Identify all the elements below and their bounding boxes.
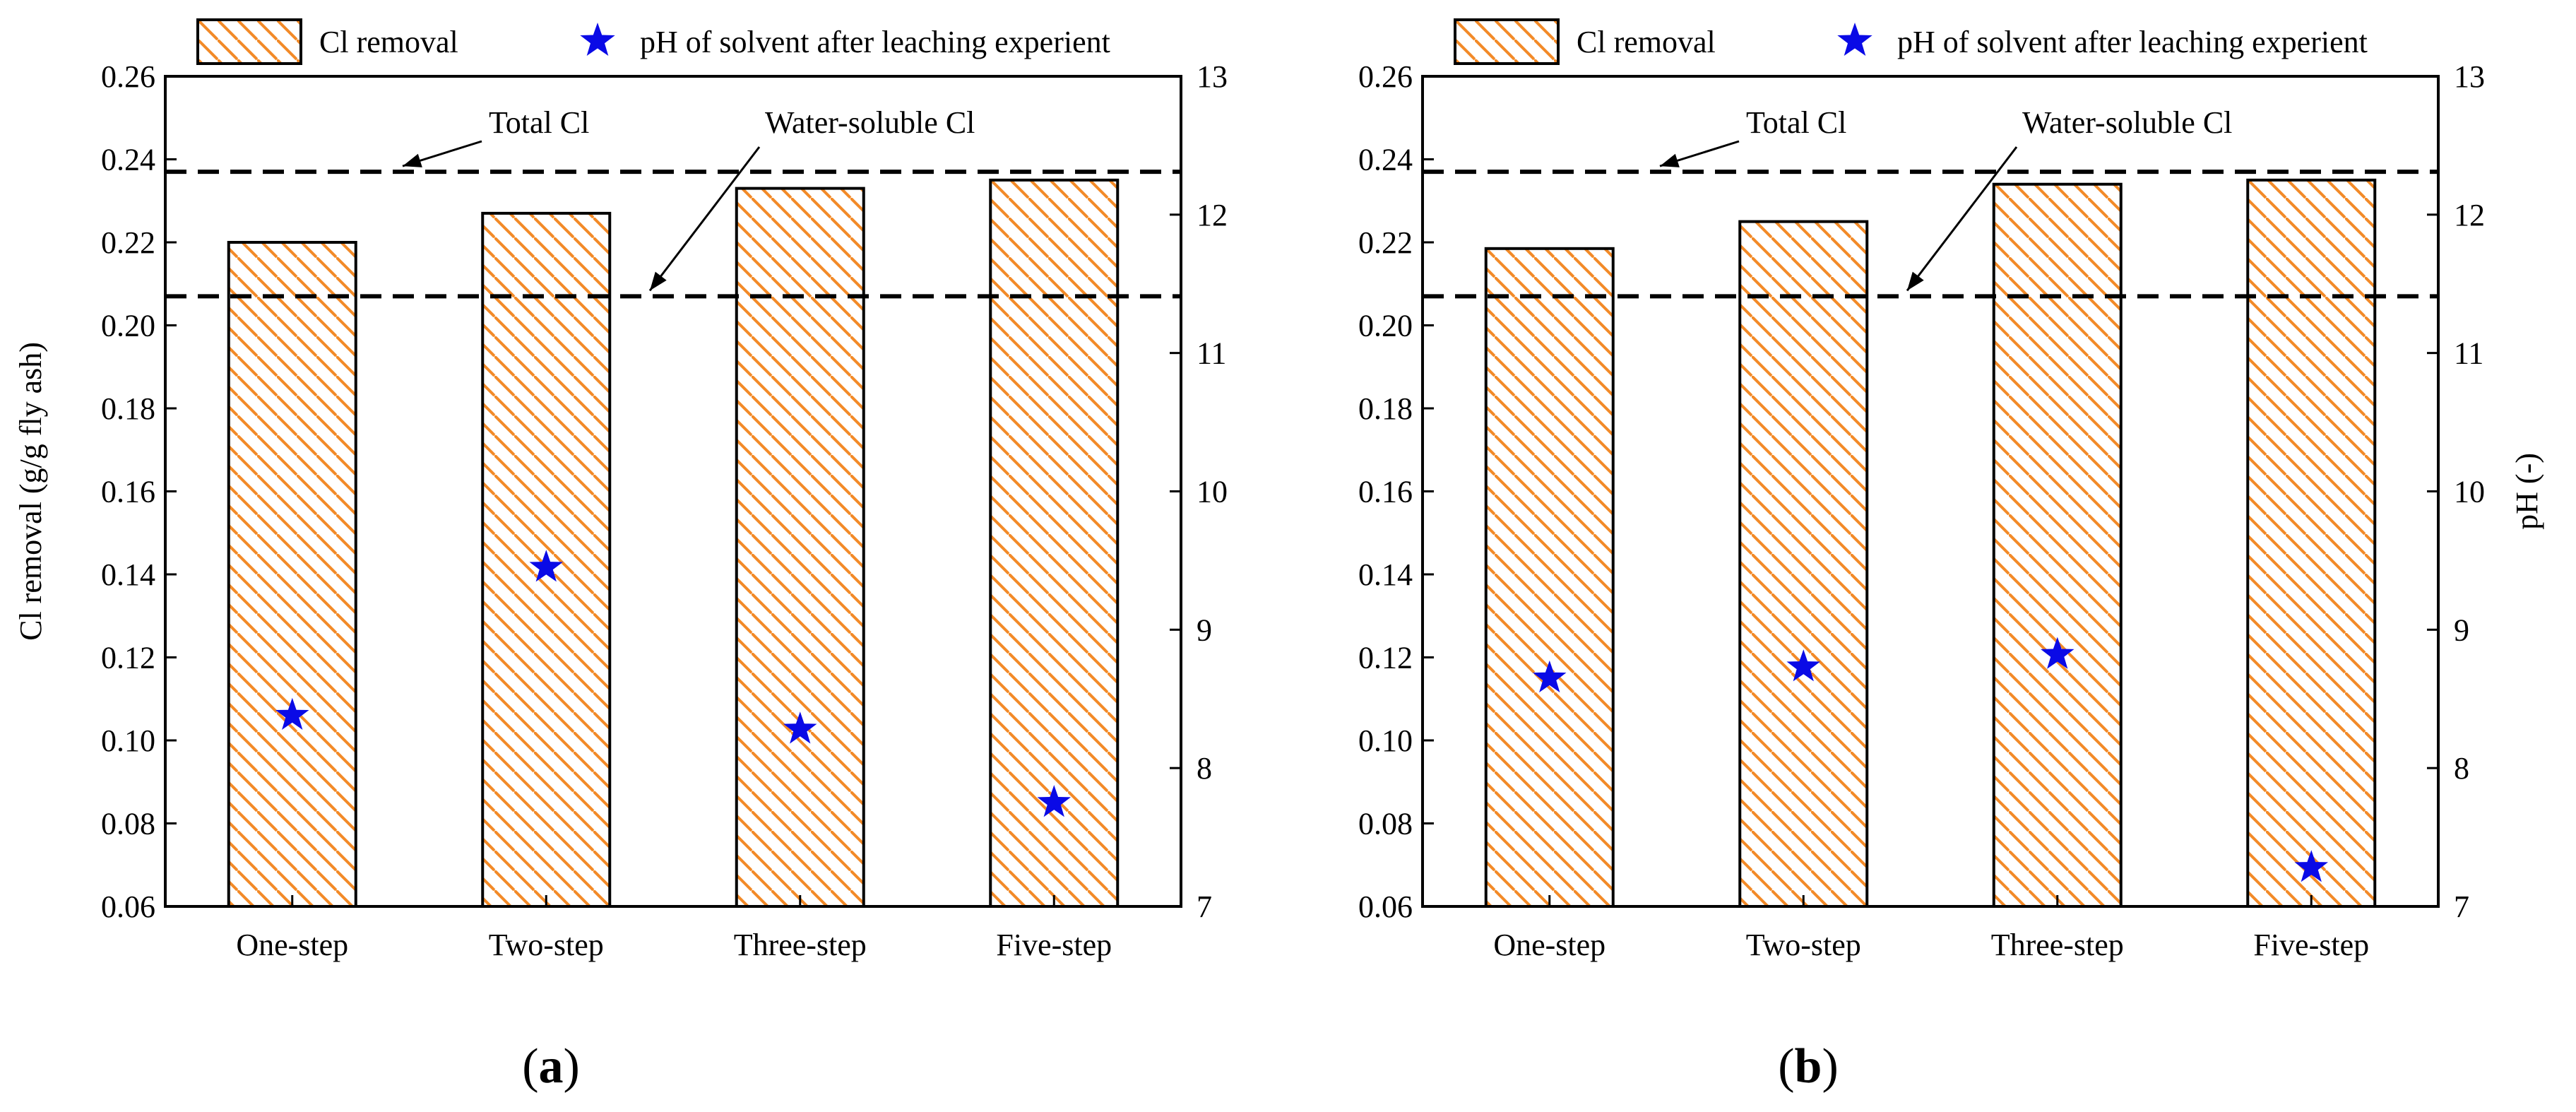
x-tick-label: One-step xyxy=(236,928,348,962)
left-tick-label: 0.12 xyxy=(1358,641,1413,675)
ph-marker xyxy=(529,550,563,582)
bar xyxy=(1484,247,1615,908)
left-tick-label: 0.14 xyxy=(101,557,155,592)
left-tick-label: 0.24 xyxy=(101,143,155,177)
left-tick-label: 0.16 xyxy=(1358,475,1413,509)
left-tick-label: 0.10 xyxy=(101,723,155,758)
ph-marker xyxy=(2294,850,2328,882)
chart-panel-a: Total Cl Water-soluble Cl 0.06 0.08 0.10 0.12… xyxy=(13,18,1228,1094)
bar xyxy=(1992,182,2123,908)
left-tick-label: 0.08 xyxy=(101,807,155,841)
ph-marker xyxy=(2041,637,2075,669)
bar xyxy=(735,187,865,908)
legend-bar-label: Cl removal xyxy=(1577,25,1716,59)
panel-label-part: ( xyxy=(1778,1039,1794,1094)
x-tick-label: One-step xyxy=(1493,928,1605,962)
left-tick-label: 0.26 xyxy=(1358,59,1413,94)
annotation-arrow-head xyxy=(1907,271,1924,291)
ph-marker xyxy=(275,697,309,730)
annotation-arrow-shaft xyxy=(648,146,761,292)
left-tick-label: 0.08 xyxy=(1358,807,1413,841)
panel-label-part: b xyxy=(1795,1039,1822,1094)
left-tick-label: 0.06 xyxy=(101,889,155,924)
x-tick-label: Two-step xyxy=(1746,928,1861,962)
bar xyxy=(2246,178,2377,908)
right-tick-label: 13 xyxy=(1197,59,1228,94)
right-tick-label: 9 xyxy=(2454,613,2469,647)
left-tick-label: 0.18 xyxy=(101,391,155,426)
left-tick-label: 0.10 xyxy=(1358,723,1413,758)
ph-marker xyxy=(1037,785,1071,817)
annotation-arrow-shaft xyxy=(1906,146,2018,292)
legend-bar-label: Cl removal xyxy=(319,25,458,59)
left-tick-label: 0.24 xyxy=(1358,143,1413,177)
annotation-arrow-head xyxy=(650,271,667,291)
chart-panel-b: Total Cl Water-soluble Cl 0.06 0.08 0.10 0.12… xyxy=(1358,18,2544,1094)
right-tick-label: 11 xyxy=(2454,336,2483,371)
annotation-arrow-head xyxy=(1660,153,1680,167)
ph-marker xyxy=(783,711,817,744)
left-tick-label: 0.16 xyxy=(101,475,155,509)
x-tick-label: Five-step xyxy=(996,928,1112,962)
right-tick-label: 7 xyxy=(2454,889,2469,924)
chart-panels: Total Cl Water-soluble Cl 0.06 0.08 0.10 0.12… xyxy=(13,18,2544,1094)
legend-marker-swatch xyxy=(580,23,615,56)
bar xyxy=(227,241,357,908)
right-tick-label: 7 xyxy=(1197,889,1212,924)
left-tick-label: 0.18 xyxy=(1358,391,1413,426)
left-tick-label: 0.12 xyxy=(101,641,155,675)
legend-bar-swatch xyxy=(1454,18,1560,65)
right-tick-label: 11 xyxy=(1197,336,1226,371)
x-tick-label: Three-step xyxy=(734,928,867,962)
left-tick-label: 0.22 xyxy=(101,225,155,260)
left-tick-label: 0.14 xyxy=(1358,557,1413,592)
panel-label-part: a xyxy=(539,1039,564,1094)
legend-bar-swatch xyxy=(196,18,302,65)
annotation-arrow-head xyxy=(403,153,422,167)
bar xyxy=(1738,220,1869,908)
left-tick-label: 0.26 xyxy=(101,59,155,94)
annotation-label: Water-soluble Cl xyxy=(765,105,975,140)
legend-marker-label: pH of solvent after leaching experient xyxy=(640,25,1110,59)
right-tick-label: 12 xyxy=(2454,198,2485,232)
panel-label-part: ) xyxy=(564,1039,580,1094)
right-tick-label: 8 xyxy=(1197,751,1212,786)
bar xyxy=(989,178,1120,908)
panel-label: (a) xyxy=(522,1039,580,1094)
ph-marker xyxy=(1786,649,1820,682)
right-tick-label: 8 xyxy=(2454,751,2469,786)
panel-label: (b) xyxy=(1778,1039,1839,1094)
left-axis-title: Cl removal (g/g fly ash) xyxy=(13,342,48,641)
x-tick-label: Two-step xyxy=(489,928,604,962)
annotation-label: Total Cl xyxy=(489,105,589,140)
x-tick-label: Three-step xyxy=(1991,928,2124,962)
right-tick-label: 10 xyxy=(2454,475,2485,509)
right-tick-label: 10 xyxy=(1197,475,1228,509)
ph-marker xyxy=(1533,660,1567,693)
annotation-label: Water-soluble Cl xyxy=(2022,105,2232,140)
left-tick-label: 0.06 xyxy=(1358,889,1413,924)
panel-label-part: ( xyxy=(522,1039,538,1094)
right-tick-label: 12 xyxy=(1197,198,1228,232)
left-tick-label: 0.20 xyxy=(101,309,155,343)
annotation-label: Total Cl xyxy=(1746,105,1846,140)
left-tick-label: 0.20 xyxy=(1358,309,1413,343)
panel-label-part: ) xyxy=(1822,1039,1838,1094)
right-tick-label: 13 xyxy=(2454,59,2485,94)
x-tick-label: Five-step xyxy=(2253,928,2369,962)
legend-marker-swatch xyxy=(1837,23,1872,56)
right-axis-title: pH (-) xyxy=(2510,453,2544,530)
left-tick-label: 0.22 xyxy=(1358,225,1413,260)
right-tick-label: 9 xyxy=(1197,613,1212,647)
legend-marker-label: pH of solvent after leaching experient xyxy=(1897,25,2368,59)
